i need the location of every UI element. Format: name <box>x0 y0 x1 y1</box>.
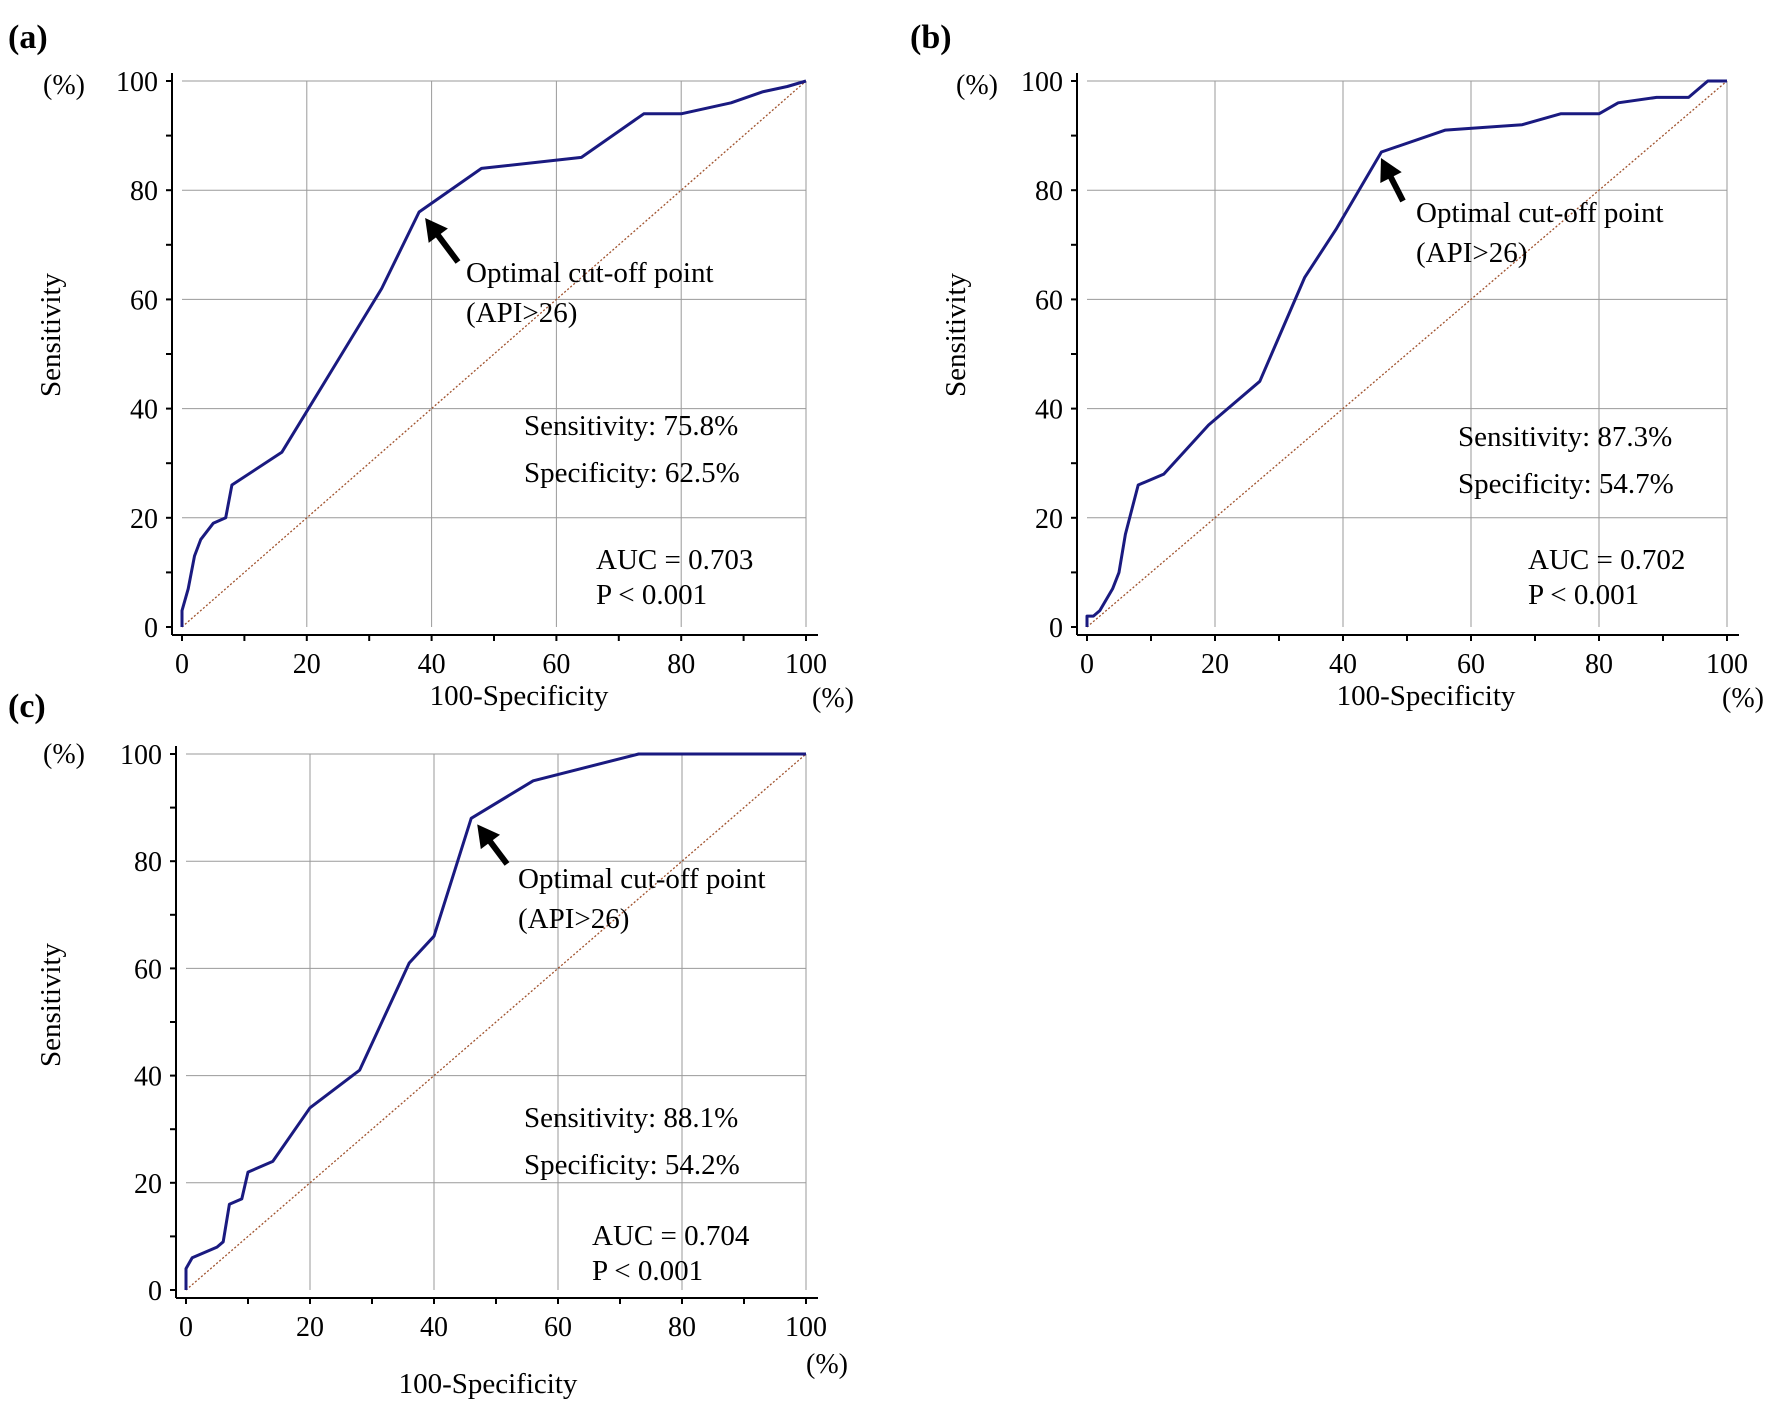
y-tick-label: 80 <box>130 176 158 207</box>
y-tick-label: 80 <box>1035 176 1063 207</box>
y-tick-label: 100 <box>116 67 158 98</box>
auc-value: AUC = 0.703 <box>596 544 753 576</box>
y-tick-label: 40 <box>1035 395 1063 426</box>
x-tick-label: 80 <box>668 1312 696 1343</box>
reference-diagonal-line <box>1086 80 1728 628</box>
reference-diagonal-line <box>185 753 807 1291</box>
x-tick-label: 20 <box>293 649 321 680</box>
x-tick-label: 0 <box>1080 649 1094 680</box>
y-tick-label: 60 <box>134 954 162 985</box>
specificity-value: Specificity: 54.2% <box>524 1149 740 1181</box>
sensitivity-value: Sensitivity: 87.3% <box>1458 421 1672 453</box>
panel-letter: (a) <box>8 19 48 56</box>
y-axis-title: Sensitivity <box>35 272 67 397</box>
y-axis-title: Sensitivity <box>35 942 67 1067</box>
x-tick-label: 100 <box>1706 649 1748 680</box>
x-tick-label: 20 <box>1201 649 1229 680</box>
roc-panel-3: (c) 0 20 40 60 80 100 0 20 40 60 80 100 100-Specifici… <box>8 688 848 1400</box>
y-tick-label: 60 <box>130 285 158 316</box>
panel-letter: (b) <box>910 19 952 56</box>
x-tick-label: 60 <box>544 1312 572 1343</box>
y-tick-label: 0 <box>148 1276 162 1307</box>
x-tick-label: 40 <box>418 649 446 680</box>
cutoff-label: Optimal cut-off point <box>466 257 714 289</box>
y-tick-label: 100 <box>1021 67 1063 98</box>
cutoff-label: Optimal cut-off point <box>1416 197 1664 229</box>
p-value: P < 0.001 <box>1528 579 1639 611</box>
roc-curve <box>180 79 807 627</box>
x-tick-label: 40 <box>1329 649 1357 680</box>
cutoff-arrow-head <box>425 218 448 243</box>
x-tick-label: 60 <box>542 649 570 680</box>
x-tick-label: 0 <box>179 1312 193 1343</box>
y-tick-label: 40 <box>134 1062 162 1093</box>
cutoff-label-api: (API>26) <box>518 903 629 935</box>
cutoff-arrow-shaft <box>434 232 461 264</box>
p-value: P < 0.001 <box>592 1255 703 1287</box>
x-axis-title: 100-Specificity <box>1337 680 1516 712</box>
y-tick-label: 20 <box>134 1169 162 1200</box>
cutoff-label-api: (API>26) <box>1416 237 1527 269</box>
x-tick-label: 20 <box>296 1312 324 1343</box>
y-tick-label: 0 <box>1049 613 1063 644</box>
x-unit-label: (%) <box>1722 683 1764 714</box>
y-tick-label: 40 <box>130 395 158 426</box>
y-tick-label: 20 <box>1035 504 1063 535</box>
x-tick-label: 40 <box>420 1312 448 1343</box>
specificity-value: Specificity: 54.7% <box>1458 468 1674 500</box>
x-axis-title: 100-Specificity <box>430 680 609 712</box>
panel-letter: (c) <box>8 688 46 725</box>
specificity-value: Specificity: 62.5% <box>524 457 740 489</box>
cutoff-arrow-shaft <box>1387 174 1406 203</box>
roc-panel-2: (b) 0 20 40 60 80 100 0 20 40 60 80 100 100-Specifici… <box>910 19 1764 714</box>
cutoff-arrow-head <box>477 824 501 850</box>
x-tick-label: 0 <box>175 649 189 680</box>
x-unit-label: (%) <box>812 683 854 714</box>
y-tick-label: 20 <box>130 504 158 535</box>
p-value: P < 0.001 <box>596 579 707 611</box>
y-unit-label: (%) <box>956 70 998 101</box>
sensitivity-value: Sensitivity: 75.8% <box>524 410 738 442</box>
y-tick-label: 100 <box>120 740 162 771</box>
y-tick-label: 80 <box>134 847 162 878</box>
sensitivity-value: Sensitivity: 88.1% <box>524 1102 738 1134</box>
y-unit-label: (%) <box>43 70 85 101</box>
cutoff-label-api: (API>26) <box>466 297 577 329</box>
x-tick-label: 60 <box>1457 649 1485 680</box>
roc-curve <box>184 752 806 1290</box>
x-tick-label: 100 <box>785 1312 827 1343</box>
y-axis-title: Sensitivity <box>940 272 972 397</box>
auc-value: AUC = 0.702 <box>1528 544 1685 576</box>
cutoff-arrow-head <box>1380 157 1402 184</box>
roc-panel-1: (a) 0 20 40 60 80 100 0 20 40 60 80 100 100-Specifici… <box>8 19 854 714</box>
cutoff-label: Optimal cut-off point <box>518 863 766 895</box>
x-tick-label: 80 <box>667 649 695 680</box>
roc-curve <box>1085 79 1727 627</box>
y-tick-label: 60 <box>1035 285 1063 316</box>
x-unit-label: (%) <box>806 1349 848 1380</box>
auc-value: AUC = 0.704 <box>592 1220 750 1252</box>
x-tick-label: 100 <box>785 649 827 680</box>
y-unit-label: (%) <box>43 739 85 770</box>
y-tick-label: 0 <box>144 613 158 644</box>
cutoff-arrow-shaft <box>486 838 510 866</box>
x-axis-title: 100-Specificity <box>399 1368 578 1400</box>
x-tick-label: 80 <box>1585 649 1613 680</box>
